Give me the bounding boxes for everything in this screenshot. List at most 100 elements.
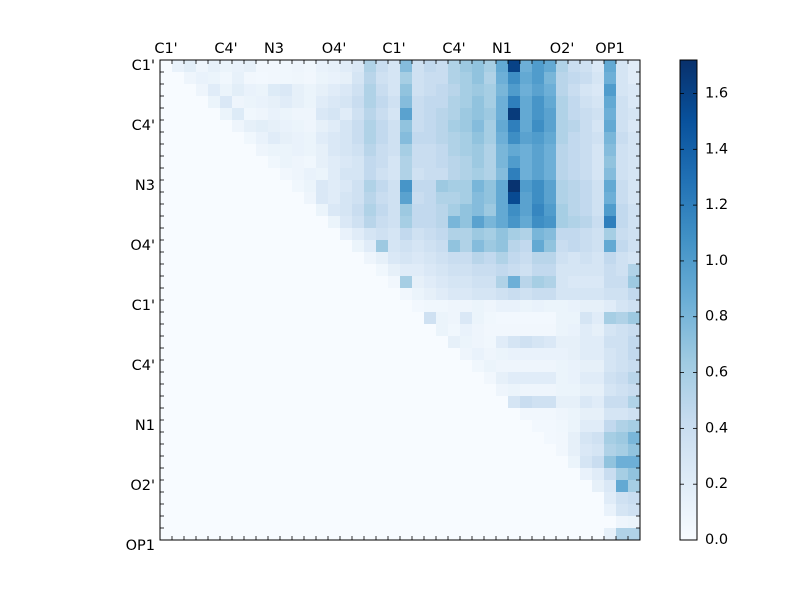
heatmap-cell [508, 504, 521, 517]
heatmap-cell [364, 252, 377, 265]
heatmap-cell [172, 420, 185, 433]
heatmap-cell [376, 96, 389, 109]
heatmap-cell [520, 504, 533, 517]
heatmap-cell [364, 60, 377, 73]
heatmap-cell [400, 72, 413, 85]
heatmap-cell [196, 384, 209, 397]
heatmap-cell [292, 384, 305, 397]
heatmap-cell [172, 228, 185, 241]
heatmap-cell [256, 132, 269, 145]
heatmap-cell [268, 456, 281, 469]
heatmap-cell [580, 204, 593, 217]
heatmap-cell [388, 72, 401, 85]
heatmap-cell [316, 144, 329, 157]
heatmap-cell [628, 384, 641, 397]
heatmap-cell [400, 96, 413, 109]
heatmap-cell [304, 336, 317, 349]
heatmap-cell [316, 348, 329, 361]
heatmap-cell [304, 420, 317, 433]
heatmap-cell [328, 324, 341, 337]
heatmap-cell [448, 132, 461, 145]
heatmap-cell [496, 324, 509, 337]
heatmap-cell [328, 396, 341, 409]
heatmap-cell [532, 132, 545, 145]
heatmap-cell [256, 528, 269, 541]
heatmap-cell [220, 264, 233, 277]
heatmap-cell [556, 132, 569, 145]
heatmap-cell [472, 264, 485, 277]
heatmap-cell [244, 492, 257, 505]
heatmap-cell [484, 180, 497, 193]
heatmap-cell [352, 72, 365, 85]
heatmap-cell [280, 300, 293, 313]
heatmap-cell [292, 204, 305, 217]
heatmap-cell [628, 228, 641, 241]
heatmap-cell [604, 120, 617, 133]
heatmap-cell [220, 132, 233, 145]
heatmap-cell [496, 456, 509, 469]
heatmap-cell [436, 132, 449, 145]
heatmap-cell [232, 396, 245, 409]
heatmap-cell [544, 456, 557, 469]
heatmap-cell [184, 132, 197, 145]
heatmap-cell [556, 120, 569, 133]
heatmap-cell [388, 180, 401, 193]
heatmap-cell [508, 168, 521, 181]
heatmap-cell [592, 528, 605, 541]
heatmap-cell [256, 276, 269, 289]
heatmap-cell [196, 252, 209, 265]
heatmap-cell [424, 228, 437, 241]
heatmap-cell [460, 288, 473, 301]
heatmap-cell [304, 528, 317, 541]
heatmap-cell [172, 336, 185, 349]
heatmap-cell [448, 504, 461, 517]
heatmap-cell [616, 528, 629, 541]
heatmap-cell [604, 372, 617, 385]
heatmap-cell [352, 252, 365, 265]
heatmap-cell [520, 216, 533, 229]
heatmap-cell [388, 372, 401, 385]
heatmap-cells [160, 60, 641, 541]
heatmap-cell [604, 528, 617, 541]
heatmap-cell [304, 360, 317, 373]
heatmap-cell [364, 72, 377, 85]
heatmap-cell [460, 456, 473, 469]
heatmap-cell [568, 228, 581, 241]
heatmap-cell [280, 108, 293, 121]
heatmap-cell [220, 492, 233, 505]
heatmap-cell [556, 528, 569, 541]
heatmap-cell [616, 324, 629, 337]
heatmap-cell [520, 468, 533, 481]
heatmap-cell [616, 192, 629, 205]
heatmap-cell [376, 360, 389, 373]
heatmap-cell [232, 252, 245, 265]
heatmap-cell [328, 528, 341, 541]
heatmap-cell [568, 144, 581, 157]
heatmap-cell [520, 444, 533, 457]
heatmap-cell [568, 216, 581, 229]
heatmap-cell [544, 384, 557, 397]
heatmap-cell [268, 60, 281, 73]
heatmap-cell [256, 372, 269, 385]
heatmap-cell [256, 192, 269, 205]
heatmap-cell [532, 144, 545, 157]
heatmap-cell [400, 288, 413, 301]
heatmap-cell [436, 468, 449, 481]
heatmap-cell [340, 180, 353, 193]
heatmap-cell [172, 396, 185, 409]
heatmap-cell [544, 168, 557, 181]
heatmap-cell [472, 72, 485, 85]
heatmap-cell [592, 216, 605, 229]
heatmap-cell [472, 216, 485, 229]
heatmap-cell [580, 360, 593, 373]
heatmap-cell [412, 276, 425, 289]
heatmap-cell [532, 288, 545, 301]
heatmap-cell [280, 204, 293, 217]
colorbar-tick-label: 1.2 [705, 197, 728, 213]
heatmap-cell [184, 528, 197, 541]
heatmap-cell [460, 240, 473, 253]
heatmap-cell [232, 264, 245, 277]
heatmap-cell [292, 72, 305, 85]
heatmap-cell [520, 204, 533, 217]
y-tick-label: OP1 [126, 538, 155, 554]
